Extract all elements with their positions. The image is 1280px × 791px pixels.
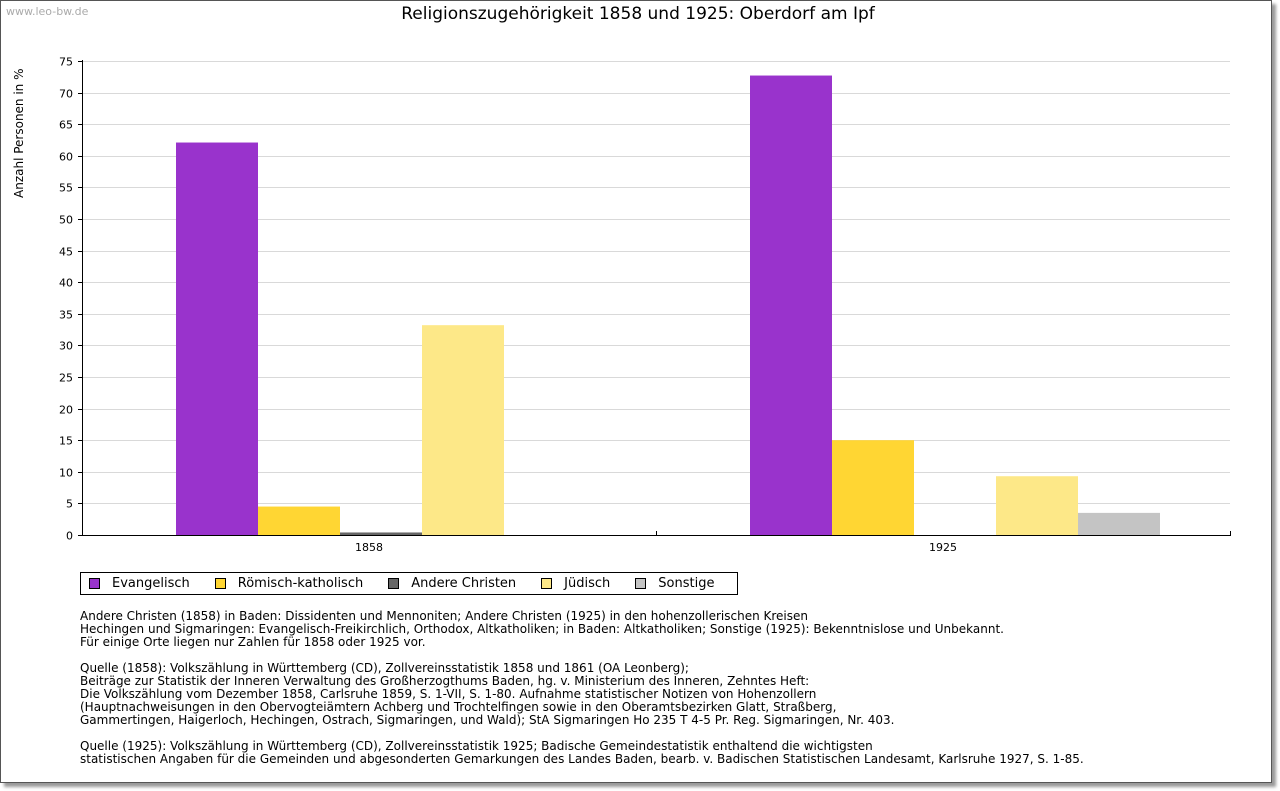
y-tick-label: 45: [59, 246, 73, 259]
chart-title: Religionszugehörigkeit 1858 und 1925: Ob…: [401, 4, 875, 24]
legend-label: Evangelisch: [112, 576, 190, 591]
y-tick-label: 20: [59, 404, 73, 417]
bar-1925-evangelisch: [750, 75, 832, 535]
legend-item-evangelisch: Evangelisch: [89, 576, 190, 591]
legend: Evangelisch Römisch-katholisch Andere Ch…: [80, 572, 738, 595]
y-tick-label: 55: [59, 182, 73, 195]
y-tick-label: 65: [59, 119, 73, 132]
footnotes: Andere Christen (1858) in Baden: Disside…: [80, 610, 1260, 779]
y-tick-label: 75: [59, 56, 73, 69]
y-tick-label: 15: [59, 435, 73, 448]
legend-swatch: [541, 578, 553, 589]
legend-swatch: [89, 578, 100, 589]
legend-label: Andere Christen: [411, 576, 517, 591]
bar-1858-j-disch: [422, 325, 504, 535]
legend-item-juedisch: Jüdisch: [541, 576, 610, 591]
legend-label: Sonstige: [658, 576, 715, 591]
bar-1858-evangelisch: [176, 142, 258, 535]
legend-item-roemisch-katholisch: Römisch-katholisch: [214, 576, 364, 591]
note-source-1858: Quelle (1858): Volkszählung in Württembe…: [80, 661, 895, 727]
bar-1925-r-misch-katholisch: [832, 440, 914, 535]
y-tick-label: 70: [59, 88, 73, 101]
y-tick-label: 0: [66, 530, 73, 543]
legend-label: Jüdisch: [564, 576, 611, 591]
legend-item-sonstige: Sonstige: [635, 576, 714, 591]
y-tick-label: 60: [59, 151, 73, 164]
watermark: www.leo-bw.de: [6, 5, 89, 18]
note-definitions: Andere Christen (1858) in Baden: Disside…: [80, 609, 1004, 649]
legend-item-andere-christen: Andere Christen: [388, 576, 516, 591]
bar-1925-sonstige: [1078, 512, 1160, 535]
legend-swatch: [635, 578, 647, 589]
legend-label: Römisch-katholisch: [237, 576, 364, 591]
y-tick-label: 35: [59, 309, 73, 322]
x-tick-label: 1925: [929, 541, 957, 554]
bar-chart: 0 5 10 15 20 25 30 35 40 45 50 55 60 65 70 75 1858 1925: [59, 56, 1231, 554]
bar-1925-j-disch: [996, 476, 1078, 535]
y-tick-label: 30: [59, 340, 73, 353]
legend-swatch: [214, 578, 226, 589]
y-tick-label: 50: [59, 214, 73, 227]
x-tick-label: 1858: [355, 541, 383, 554]
y-tick-label: 40: [59, 277, 73, 290]
y-tick-label: 25: [59, 372, 73, 385]
y-tick-label: 10: [59, 467, 73, 480]
bar-1858-r-misch-katholisch: [258, 506, 340, 535]
y-tick-label: 5: [66, 498, 73, 511]
legend-swatch: [388, 578, 400, 589]
bar-1858-andere-christen: [340, 532, 422, 535]
note-source-1925: Quelle (1925): Volkszählung in Württembe…: [80, 739, 1084, 766]
